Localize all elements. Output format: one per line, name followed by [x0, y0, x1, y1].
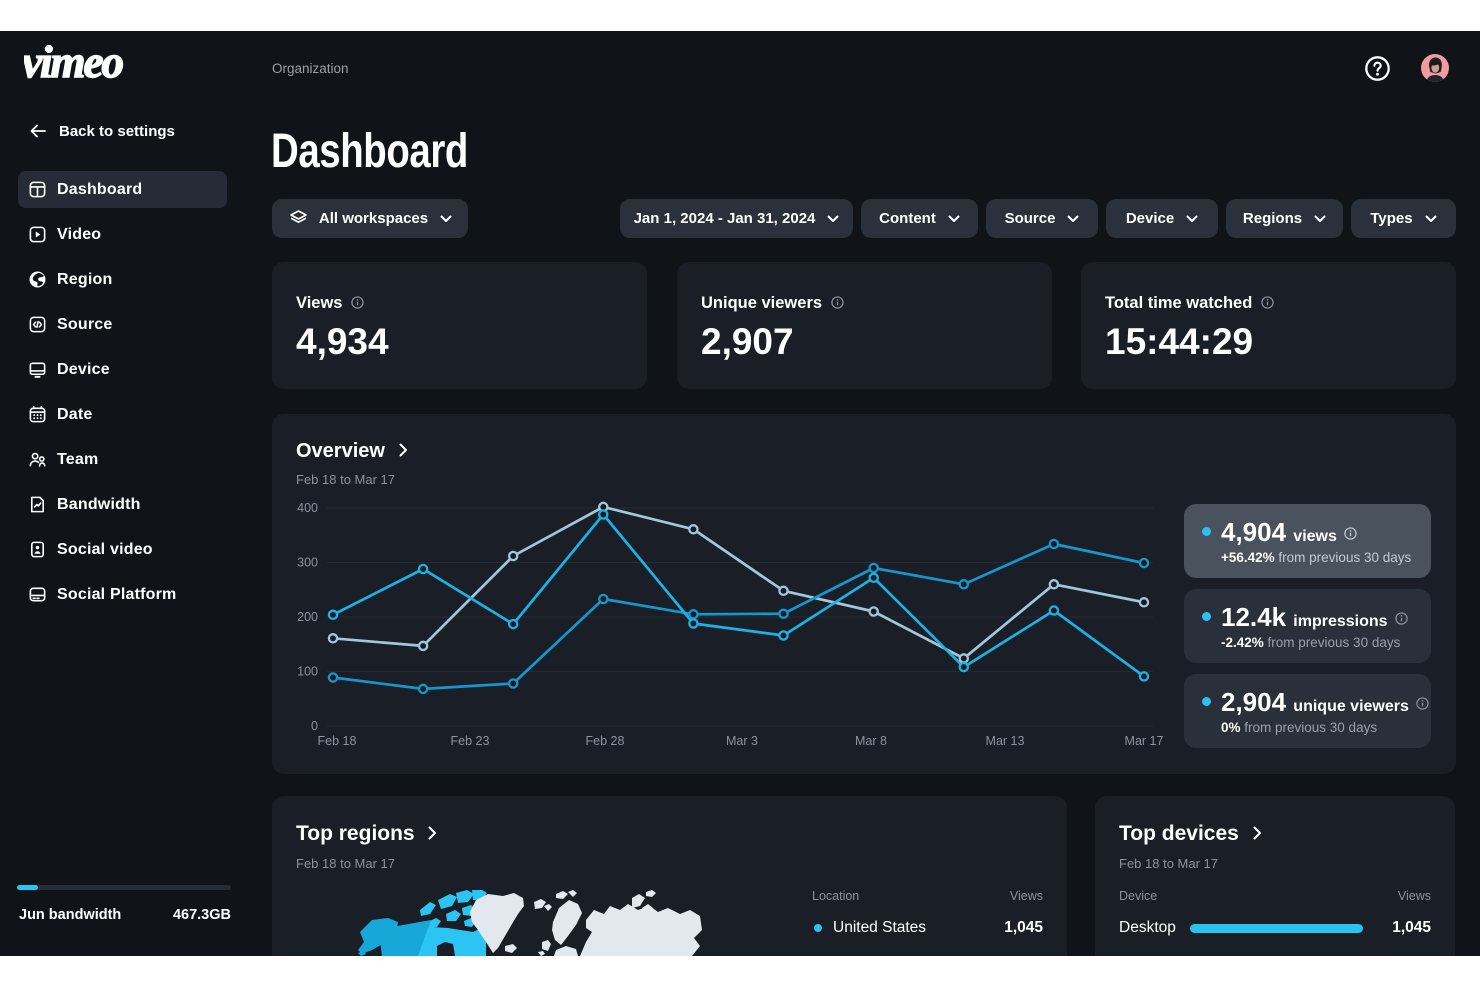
svg-text:vimeo: vimeo: [24, 45, 122, 83]
svg-text:300: 300: [297, 556, 318, 570]
svg-text:Feb 23: Feb 23: [451, 734, 490, 748]
svg-text:400: 400: [297, 501, 318, 515]
svg-text:Mar 17: Mar 17: [1125, 734, 1164, 748]
svg-text:Feb 18: Feb 18: [318, 734, 357, 748]
svg-text:Mar 13: Mar 13: [986, 734, 1025, 748]
svg-text:0: 0: [311, 719, 318, 733]
svg-text:200: 200: [297, 610, 318, 624]
svg-text:Feb 28: Feb 28: [586, 734, 625, 748]
svg-text:100: 100: [297, 665, 318, 679]
svg-text:Mar 3: Mar 3: [726, 734, 758, 748]
svg-text:Mar 8: Mar 8: [855, 734, 887, 748]
